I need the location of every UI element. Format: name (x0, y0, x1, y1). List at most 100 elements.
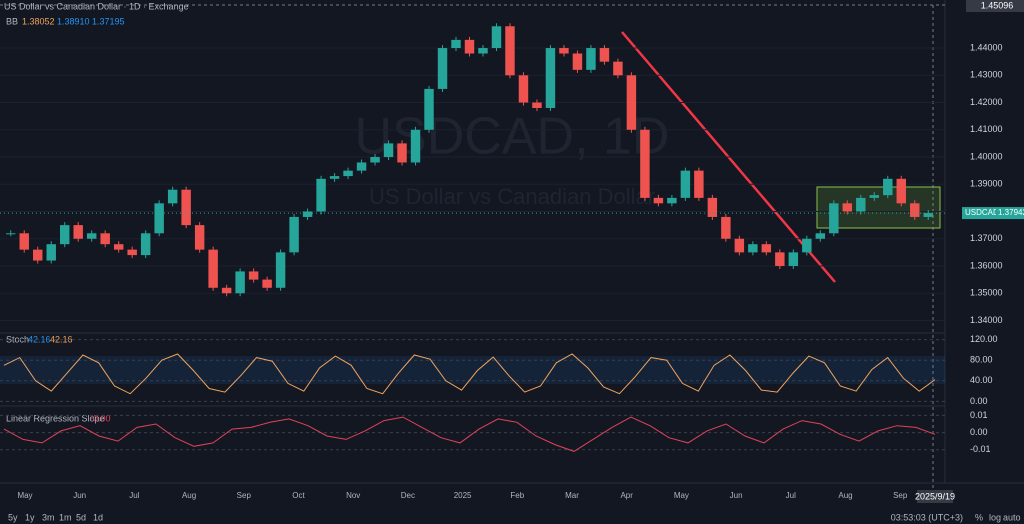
x-tick-label: Mar (565, 491, 579, 500)
candle (451, 39, 461, 49)
candle (734, 238, 745, 253)
x-tick-label: Oct (292, 491, 305, 500)
candle (302, 211, 313, 217)
candle (113, 244, 124, 250)
candle (262, 279, 272, 288)
candle (653, 197, 664, 204)
candle (73, 225, 83, 239)
title: US Dollar vs Canadian Dollar · 1D · Exch… (4, 1, 189, 11)
range-button[interactable]: 1y (25, 512, 35, 522)
range-button[interactable]: 5y (8, 512, 18, 522)
price-box (996, 207, 1024, 220)
candle (532, 102, 542, 108)
x-tick-label: Aug (182, 491, 196, 500)
candle (383, 143, 394, 158)
candle (424, 88, 434, 130)
candle (397, 143, 407, 163)
candle (370, 157, 380, 163)
bb-value: 1.38052 (22, 16, 55, 26)
candle (6, 233, 16, 235)
stoch-title: Stoch (6, 334, 29, 344)
candle (707, 197, 718, 217)
y-tick-label: 0.01 (970, 410, 988, 420)
y-tick-label: 1.41000 (970, 124, 1003, 134)
candle (491, 26, 502, 49)
y-tick-label: 1.36000 (970, 260, 1003, 270)
x-tick-label: May (17, 491, 32, 500)
candle (221, 287, 232, 294)
candle (559, 48, 569, 54)
range-button[interactable]: 1d (93, 512, 103, 522)
candle (640, 129, 650, 198)
x-tick-label: Nov (346, 491, 360, 500)
candle (46, 244, 56, 261)
y-tick-label: 1.43000 (970, 70, 1003, 80)
candle (694, 170, 704, 198)
y-tick-label: 0.00 (970, 396, 988, 406)
candle (775, 252, 785, 266)
slope-title: Linear Regression Slope (6, 413, 105, 423)
clock: 03:53:03 (UTC+3) (891, 512, 963, 522)
candle (343, 170, 353, 177)
x-tick-label: Dec (401, 491, 415, 500)
crosshair-label (966, 0, 1024, 12)
candle (869, 195, 880, 198)
slope-legend: -0.00 (90, 413, 111, 423)
x-tick-label: Sep (893, 491, 908, 500)
y-tick-label: 80.00 (970, 355, 993, 365)
indicator-line (3, 353, 936, 395)
symbol-box (962, 207, 996, 220)
toolbar-option[interactable]: auto (1003, 512, 1021, 522)
candle (829, 203, 839, 234)
candle (316, 178, 326, 212)
date-label: 2025/9/19 (915, 491, 955, 501)
candle (329, 176, 340, 179)
x-tick-label: Jun (73, 491, 86, 500)
candle (761, 244, 772, 253)
price-label: 1.37942 (998, 208, 1024, 217)
x-tick-label: 2025 (454, 491, 472, 500)
y-tick-label: -0.01 (970, 444, 991, 454)
candle (289, 216, 299, 253)
y-tick-label: 1.42000 (970, 97, 1003, 107)
y-tick-label: 1.37000 (970, 233, 1003, 243)
x-tick-label: Jul (129, 491, 139, 500)
bb-value: 1.38910 (57, 16, 90, 26)
range-button[interactable]: 3m (42, 512, 55, 522)
candle (842, 203, 853, 212)
indicator-line (3, 416, 936, 452)
x-tick-label: Apr (620, 491, 633, 500)
x-tick-label: Feb (510, 491, 524, 500)
candle (667, 197, 677, 204)
x-tick-label: Jul (786, 491, 796, 500)
candle (680, 170, 691, 198)
candle (572, 53, 583, 70)
y-tick-label: 1.39000 (970, 179, 1003, 189)
candle (437, 48, 448, 89)
toolbar-option[interactable]: % (975, 512, 983, 522)
range-button[interactable]: 5d (76, 512, 86, 522)
date-box (917, 490, 953, 503)
candle (518, 75, 529, 103)
y-tick-label: 1.35000 (970, 288, 1003, 298)
candle (194, 225, 205, 250)
bb-label: BB (6, 16, 18, 26)
candle (599, 48, 610, 62)
y-tick-label: 1.40000 (970, 151, 1003, 161)
y-tick-label: 0.00 (970, 427, 988, 437)
toolbar-option[interactable]: log (989, 512, 1001, 522)
candle (910, 203, 920, 217)
candle (275, 252, 286, 288)
candle (140, 233, 151, 256)
candle (586, 48, 596, 70)
candle (167, 189, 178, 204)
candle (788, 252, 799, 266)
candle (464, 39, 475, 54)
candle (19, 233, 29, 250)
candle (181, 189, 191, 226)
watermark: USDCAD, 1D (355, 108, 670, 166)
watermark-sub: US Dollar vs Canadian Dollar (369, 184, 655, 209)
range-button[interactable]: 1m (59, 512, 72, 522)
y-tick-label: 1.34000 (970, 315, 1003, 325)
